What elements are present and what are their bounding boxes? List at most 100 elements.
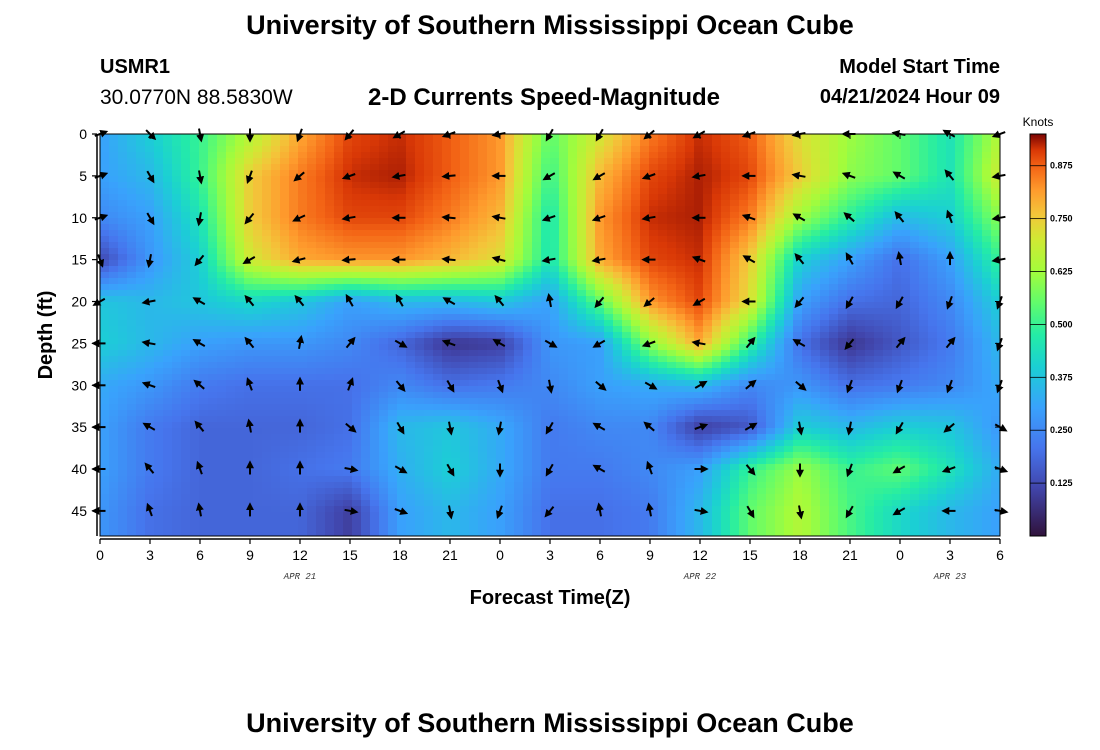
heatmap-cell (406, 302, 416, 309)
heatmap-cell (208, 314, 218, 321)
heatmap-cell (829, 266, 839, 273)
heatmap-cell (235, 356, 245, 363)
heatmap-cell (955, 176, 965, 183)
heatmap-cell (901, 254, 911, 261)
heatmap-cell (172, 422, 182, 429)
heatmap-cell (838, 428, 848, 435)
heatmap-cell (613, 428, 623, 435)
heatmap-cell (532, 374, 542, 381)
heatmap-cell (874, 206, 884, 213)
heatmap-cell (433, 356, 443, 363)
heatmap-cell (460, 284, 470, 291)
heatmap-cell (325, 350, 335, 357)
heatmap-cell (280, 134, 290, 141)
heatmap-cell (469, 332, 479, 339)
heatmap-cell (811, 152, 821, 159)
heatmap-cell (946, 158, 956, 165)
heatmap-cell (667, 410, 677, 417)
heatmap-cell (136, 362, 146, 369)
heatmap-cell (163, 380, 173, 387)
heatmap-cell (901, 188, 911, 195)
heatmap-cell (802, 302, 812, 309)
heatmap-cell (379, 380, 389, 387)
heatmap-cell (640, 272, 650, 279)
heatmap-cell (280, 428, 290, 435)
heatmap-cell (667, 170, 677, 177)
heatmap-cell (478, 356, 488, 363)
heatmap-cell (271, 416, 281, 423)
heatmap-cell (865, 410, 875, 417)
heatmap-cell (595, 362, 605, 369)
heatmap-cell (424, 140, 434, 147)
heatmap-cell (325, 206, 335, 213)
heatmap-cell (586, 296, 596, 303)
heatmap-cell (640, 146, 650, 153)
heatmap-cell (712, 392, 722, 399)
heatmap-cell (829, 296, 839, 303)
heatmap-cell (496, 368, 506, 375)
heatmap-cell (829, 170, 839, 177)
heatmap-cell (325, 224, 335, 231)
heatmap-cell (946, 362, 956, 369)
heatmap-cell (874, 326, 884, 333)
heatmap-cell (586, 344, 596, 351)
heatmap-cell (658, 194, 668, 201)
heatmap-cell (784, 272, 794, 279)
heatmap-cell (127, 158, 137, 165)
heatmap-cell (577, 248, 587, 255)
heatmap-cell (730, 188, 740, 195)
heatmap-cell (613, 152, 623, 159)
heatmap-cell (307, 134, 317, 141)
heatmap-cell (802, 278, 812, 285)
heatmap-cell (748, 326, 758, 333)
heatmap-cell (199, 140, 209, 147)
heatmap-cell (361, 158, 371, 165)
heatmap-cell (532, 356, 542, 363)
heatmap-cell (811, 158, 821, 165)
heatmap-cell (523, 296, 533, 303)
heatmap-cell (523, 212, 533, 219)
heatmap-cell (901, 206, 911, 213)
heatmap-cell (361, 368, 371, 375)
heatmap-cell (910, 362, 920, 369)
heatmap-cell (496, 332, 506, 339)
heatmap-cell (325, 302, 335, 309)
heatmap-cell (190, 350, 200, 357)
heatmap-cell (109, 362, 119, 369)
heatmap-cell (991, 206, 1000, 213)
heatmap-cell (496, 212, 506, 219)
heatmap-cell (685, 290, 695, 297)
heatmap-cell (370, 146, 380, 153)
heatmap-cell (523, 416, 533, 423)
heatmap-cell (154, 314, 164, 321)
heatmap-cell (100, 422, 110, 429)
heatmap-cell (514, 398, 524, 405)
heatmap-cell (712, 422, 722, 429)
heatmap-cell (622, 344, 632, 351)
heatmap-cell (613, 410, 623, 417)
heatmap-cell (577, 362, 587, 369)
heatmap-cell (334, 302, 344, 309)
heatmap-cell (199, 356, 209, 363)
heatmap-cell (874, 422, 884, 429)
heatmap-cell (280, 224, 290, 231)
heatmap-cell (523, 278, 533, 285)
heatmap-cell (253, 368, 263, 375)
heatmap-cell (199, 302, 209, 309)
heatmap-cell (100, 332, 110, 339)
heatmap-cell (316, 410, 326, 417)
heatmap-cell (910, 284, 920, 291)
heatmap-cell (910, 332, 920, 339)
heatmap-cell (919, 302, 929, 309)
heatmap-cell (325, 332, 335, 339)
heatmap-cell (973, 356, 983, 363)
heatmap-cell (838, 410, 848, 417)
heatmap-cell (937, 140, 947, 147)
heatmap-cell (118, 404, 128, 411)
heatmap-cell (460, 350, 470, 357)
heatmap-cell (919, 320, 929, 327)
heatmap-cell (505, 344, 515, 351)
heatmap-cell (352, 344, 362, 351)
heatmap-cell (460, 278, 470, 285)
heatmap-cell (217, 194, 227, 201)
